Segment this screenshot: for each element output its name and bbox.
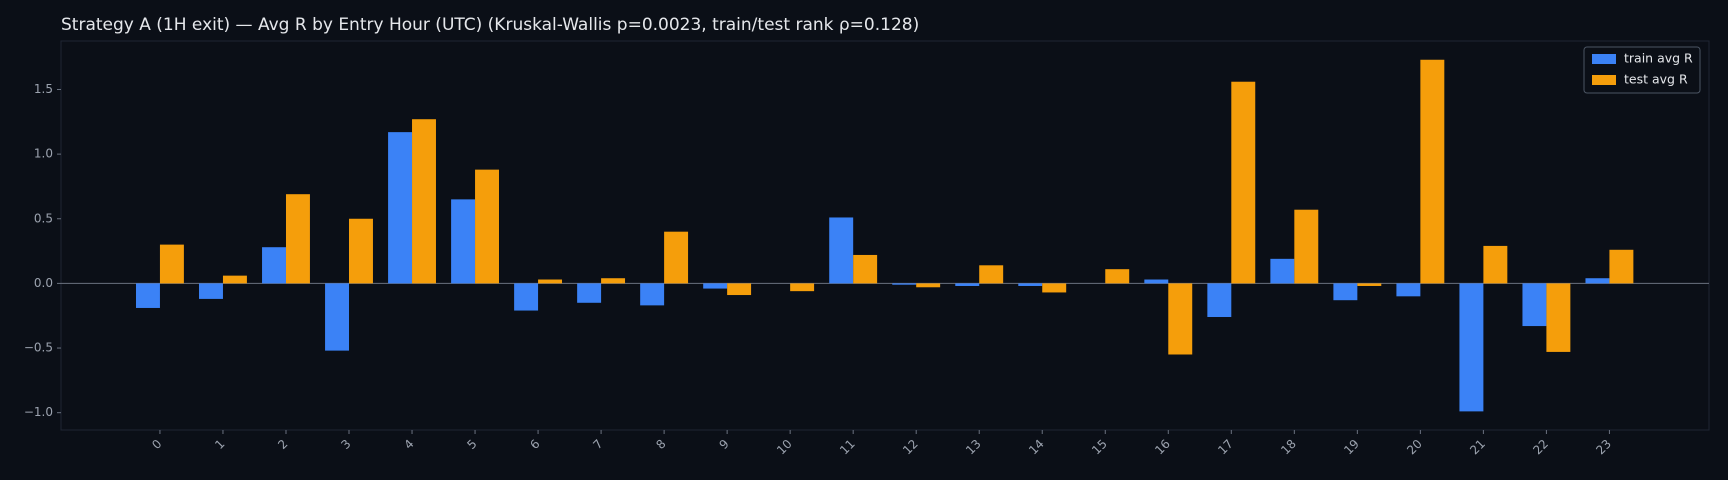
bar [222, 275, 247, 284]
plot-frame [60, 40, 1710, 431]
y-tick-label: 0.0 [34, 276, 53, 290]
legend-label: test avg R [1624, 72, 1688, 87]
y-tick-label: 1.0 [34, 147, 53, 161]
bar [1207, 283, 1232, 318]
y-tick-label: 0.5 [34, 211, 53, 225]
bar [1144, 279, 1169, 284]
bar [1585, 278, 1610, 284]
bar [892, 283, 917, 285]
legend-swatch [1592, 75, 1616, 85]
bar [1483, 245, 1508, 284]
bar [1522, 283, 1547, 327]
bar [1105, 269, 1130, 284]
bar [1609, 249, 1634, 284]
bar [853, 254, 878, 284]
bar [451, 199, 476, 284]
legend-swatch [1592, 54, 1616, 64]
bar [325, 283, 350, 351]
bar [1546, 283, 1571, 352]
bar [262, 247, 286, 284]
bar [790, 283, 815, 292]
bar [199, 283, 223, 299]
bar [1018, 283, 1043, 286]
bar [475, 169, 499, 284]
bar [727, 283, 752, 296]
y-tick-label: −0.5 [24, 341, 53, 355]
bar [979, 265, 1004, 284]
bar [412, 119, 436, 284]
bar [916, 283, 941, 288]
bar [1420, 59, 1445, 284]
bar [388, 132, 413, 284]
bar [1231, 81, 1256, 284]
bar [1042, 283, 1067, 293]
bar [1333, 283, 1358, 301]
bar [955, 283, 980, 286]
bar [349, 218, 373, 284]
bar [829, 217, 854, 284]
bar [159, 244, 184, 284]
bar [601, 278, 626, 284]
bar [1294, 209, 1319, 284]
bar [1168, 283, 1193, 355]
chart-title: Strategy A (1H exit) — Avg R by Entry Ho… [61, 15, 919, 35]
bar [285, 194, 310, 284]
bar [664, 231, 689, 284]
bar [514, 283, 539, 311]
bar [1396, 283, 1421, 297]
bar [1459, 283, 1484, 412]
bar [577, 283, 602, 303]
bar [1357, 283, 1382, 286]
y-tick-label: 1.5 [34, 82, 53, 96]
bar [640, 283, 665, 306]
bar [135, 283, 160, 308]
bar [703, 283, 728, 289]
legend-label: train avg R [1624, 51, 1693, 66]
bar [538, 279, 563, 284]
bar [1270, 258, 1295, 284]
y-tick-label: −1.0 [24, 405, 53, 419]
